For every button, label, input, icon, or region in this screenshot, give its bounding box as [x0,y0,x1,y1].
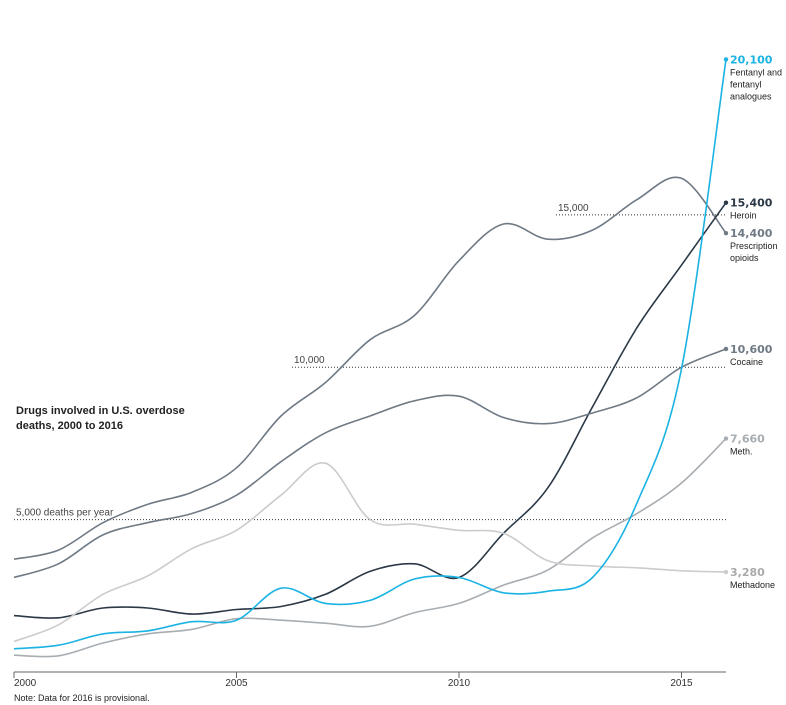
x-tick-label: 2000 [14,678,37,689]
series-lines [13,57,729,658]
series-line-cocaine [13,348,727,579]
end-value-meth: 7,660 [730,433,765,446]
series-end-point-prescription [723,230,729,236]
end-label-fentanyl: Fentanyl and [730,67,782,77]
end-label-methadone: Methadone [730,580,775,590]
end-label-prescription: Prescription [730,241,778,251]
end-value-heroin: 15,400 [730,197,773,210]
series-end-point-heroin [723,200,729,205]
end-label-fentanyl: analogues [730,91,772,101]
end-value-prescription: 14,400 [730,227,773,240]
series-line-meth [13,438,727,658]
chart-title-line: deaths, 2000 to 2016 [16,420,123,432]
x-axis-ticks: 2000 2005 2010 2015 [13,672,693,689]
end-value-fentanyl: 20,100 [730,53,773,66]
series-line-heroin [13,202,727,619]
series-end-point-cocaine [723,346,729,352]
footnote: Note: Data for 2016 is provisional. [14,693,150,703]
end-label-prescription: opioids [730,253,759,263]
end-label-meth: Meth. [730,447,753,457]
end-value-cocaine: 10,600 [730,343,773,356]
reference-label-15000: 15,000 [558,203,589,214]
series-line-fentanyl [13,59,727,650]
series-end-point-meth [723,436,729,441]
x-tick-label: 2015 [670,678,693,689]
series-end-point-methadone [723,569,729,575]
chart-title-line: Drugs involved in U.S. overdose [16,405,185,417]
x-tick-label: 2005 [225,678,248,689]
end-label-heroin: Heroin [730,211,757,221]
x-tick-label: 2010 [448,678,471,689]
end-label-cocaine: Cocaine [730,357,763,367]
series-line-prescription [13,176,727,560]
reference-lines: 15,000 10,000 5,000 deaths per year [14,203,726,521]
chart-title: Drugs involved in U.S. overdose deaths, 2… [16,405,185,432]
reference-label-10000: 10,000 [294,355,325,366]
series-line-methadone [13,462,727,643]
series-end-point-fentanyl [723,57,729,62]
reference-label-5000: 5,000 deaths per year [16,508,114,519]
end-label-fentanyl: fentanyl [730,79,762,89]
end-value-methadone: 3,280 [730,566,765,579]
